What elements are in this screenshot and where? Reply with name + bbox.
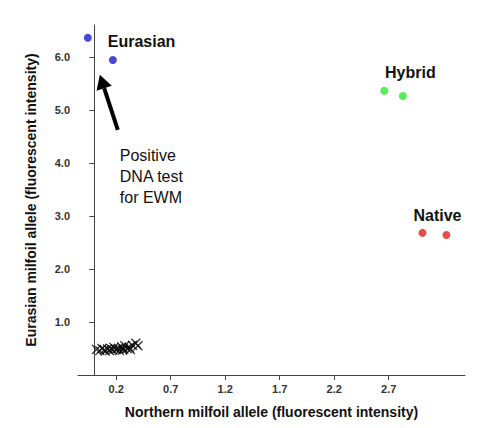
- svg-text:5.0: 5.0: [55, 104, 70, 116]
- svg-text:1.7: 1.7: [272, 383, 287, 395]
- svg-text:Native: Native: [413, 207, 461, 224]
- svg-text:Hybrid: Hybrid: [385, 64, 436, 81]
- svg-text:Positive: Positive: [120, 147, 176, 164]
- svg-text:0.2: 0.2: [109, 383, 124, 395]
- svg-text:6.0: 6.0: [55, 51, 70, 63]
- svg-text:2.7: 2.7: [381, 383, 396, 395]
- svg-text:Northern milfoil allele (fluor: Northern milfoil allele (fluorescent int…: [125, 404, 418, 420]
- svg-text:0.7: 0.7: [163, 383, 178, 395]
- svg-text:2.2: 2.2: [327, 383, 342, 395]
- svg-text:3.0: 3.0: [55, 210, 70, 222]
- svg-text:4.0: 4.0: [55, 157, 70, 169]
- svg-text:DNA test: DNA test: [120, 168, 184, 185]
- svg-text:for EWM: for EWM: [120, 189, 182, 206]
- svg-text:Eurasian: Eurasian: [108, 33, 176, 50]
- svg-text:Eurasian milfoil allele (fluor: Eurasian milfoil allele (fluorescent int…: [23, 53, 39, 346]
- svg-text:1.0: 1.0: [55, 316, 70, 328]
- svg-text:1.2: 1.2: [218, 383, 233, 395]
- svg-text:2.0: 2.0: [55, 263, 70, 275]
